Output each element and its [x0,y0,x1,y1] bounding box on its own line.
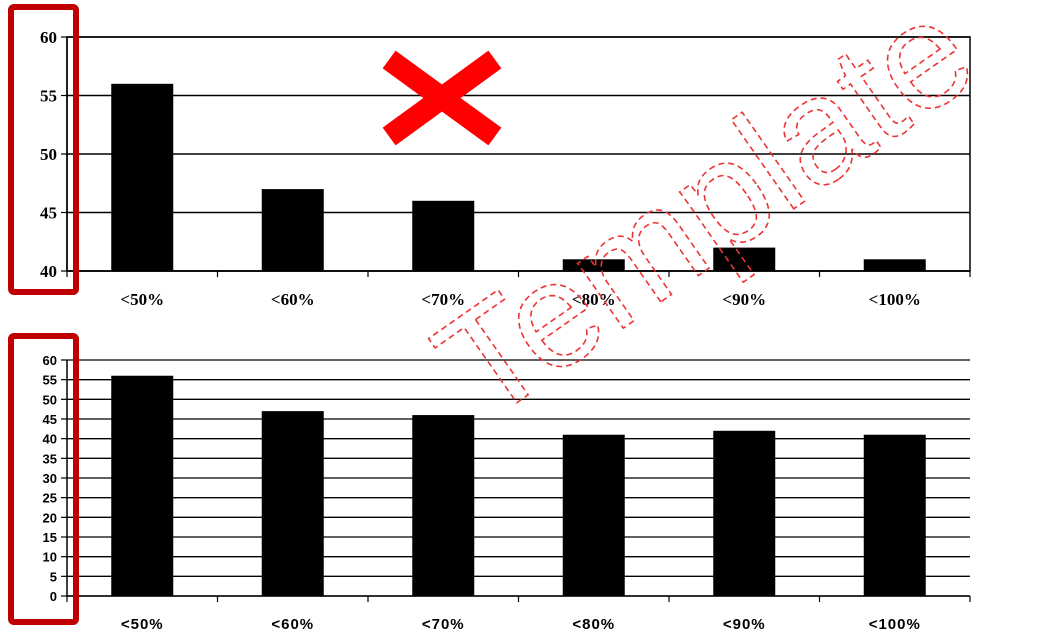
y-tick-label: 30 [43,471,57,486]
bar-2 [412,200,475,271]
x-tick-label: <90% [723,616,766,633]
y-tick-label: 60 [43,353,57,368]
x-tick-label: <60% [271,616,314,633]
bar-0 [111,83,174,271]
y-tick-label: 40 [43,432,57,447]
x-tick-label: <70% [422,616,465,633]
bar-1 [261,189,324,271]
x-tick-label: <50% [121,616,164,633]
bar-4 [713,247,776,271]
y-tick-label: 55 [43,373,57,388]
bar-5 [863,434,926,596]
y-tick-label: 45 [43,412,57,427]
y-tick-label: 35 [43,451,57,466]
x-tick-label: <80% [572,616,615,633]
bar-4 [713,430,776,596]
y-tick-label: 25 [43,491,57,506]
y-tick-label: 20 [43,510,57,525]
y-tick-label: 5 [50,569,57,584]
bar-3 [562,259,625,271]
chart-top: 60 55 50 45 40 <50% <60% <70% <80% <90% <100% [40,28,971,309]
y-tick-label: 10 [43,550,57,565]
x-tick-label: <100% [869,290,921,309]
y-tick-label: 0 [50,589,57,604]
y-tick-label: 15 [43,530,57,545]
x-tick-label: <50% [120,290,164,309]
y-tick-label: 40 [40,262,57,281]
x-tick-label: <80% [572,290,616,309]
bar-2 [412,415,475,596]
bar-0 [111,375,174,596]
y-tick-label: 60 [40,28,57,47]
x-tick-label: <60% [271,290,315,309]
bar-1 [261,411,324,596]
x-tick-label: <100% [869,616,921,633]
x-tick-label: <90% [722,290,766,309]
y-tick-label: 55 [40,87,57,106]
y-tick-label: 45 [40,204,57,223]
y-tick-label: 50 [40,145,57,164]
bar-5 [863,259,926,271]
y-axis-highlight-top [8,4,79,295]
y-tick-label: 50 [43,392,57,407]
cross-mark-icon [382,50,502,146]
y-axis-highlight-bottom [8,333,79,625]
bar-3 [562,434,625,596]
x-tick-label: <70% [421,290,465,309]
